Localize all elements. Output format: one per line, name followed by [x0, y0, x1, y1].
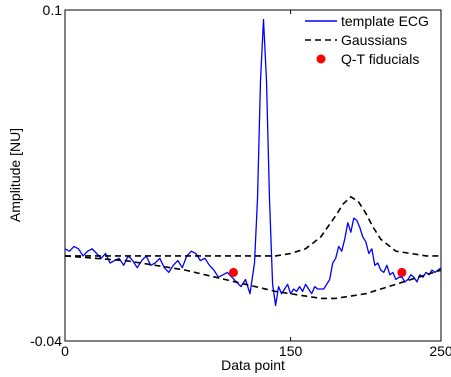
gaussian-line [65, 196, 441, 257]
tick-layer: 0 150 250 -0.04 0.1 [30, 2, 451, 359]
x-tick-label: 250 [429, 343, 451, 359]
y-tick-label: -0.04 [30, 333, 62, 349]
x-tick-label: 150 [279, 343, 303, 359]
template-ecg-line [65, 18, 441, 307]
legend-label: template ECG [341, 13, 429, 29]
x-tick-label: 0 [61, 343, 69, 359]
legend-label: Gaussians [341, 32, 407, 48]
marker-layer [228, 267, 407, 277]
legend-marker-swatch [316, 54, 326, 64]
series-layer [65, 18, 441, 307]
y-axis-title: Amplitude [NU] [7, 128, 23, 222]
legend: template ECG Gaussians Q-T fiducials [305, 13, 429, 67]
qt-fiducial-marker [228, 267, 238, 277]
gaussian-line [65, 255, 441, 300]
qt-fiducial-marker [397, 267, 407, 277]
legend-label: Q-T fiducials [341, 51, 419, 67]
y-tick-label: 0.1 [43, 2, 63, 18]
x-axis-title: Data point [221, 357, 285, 373]
